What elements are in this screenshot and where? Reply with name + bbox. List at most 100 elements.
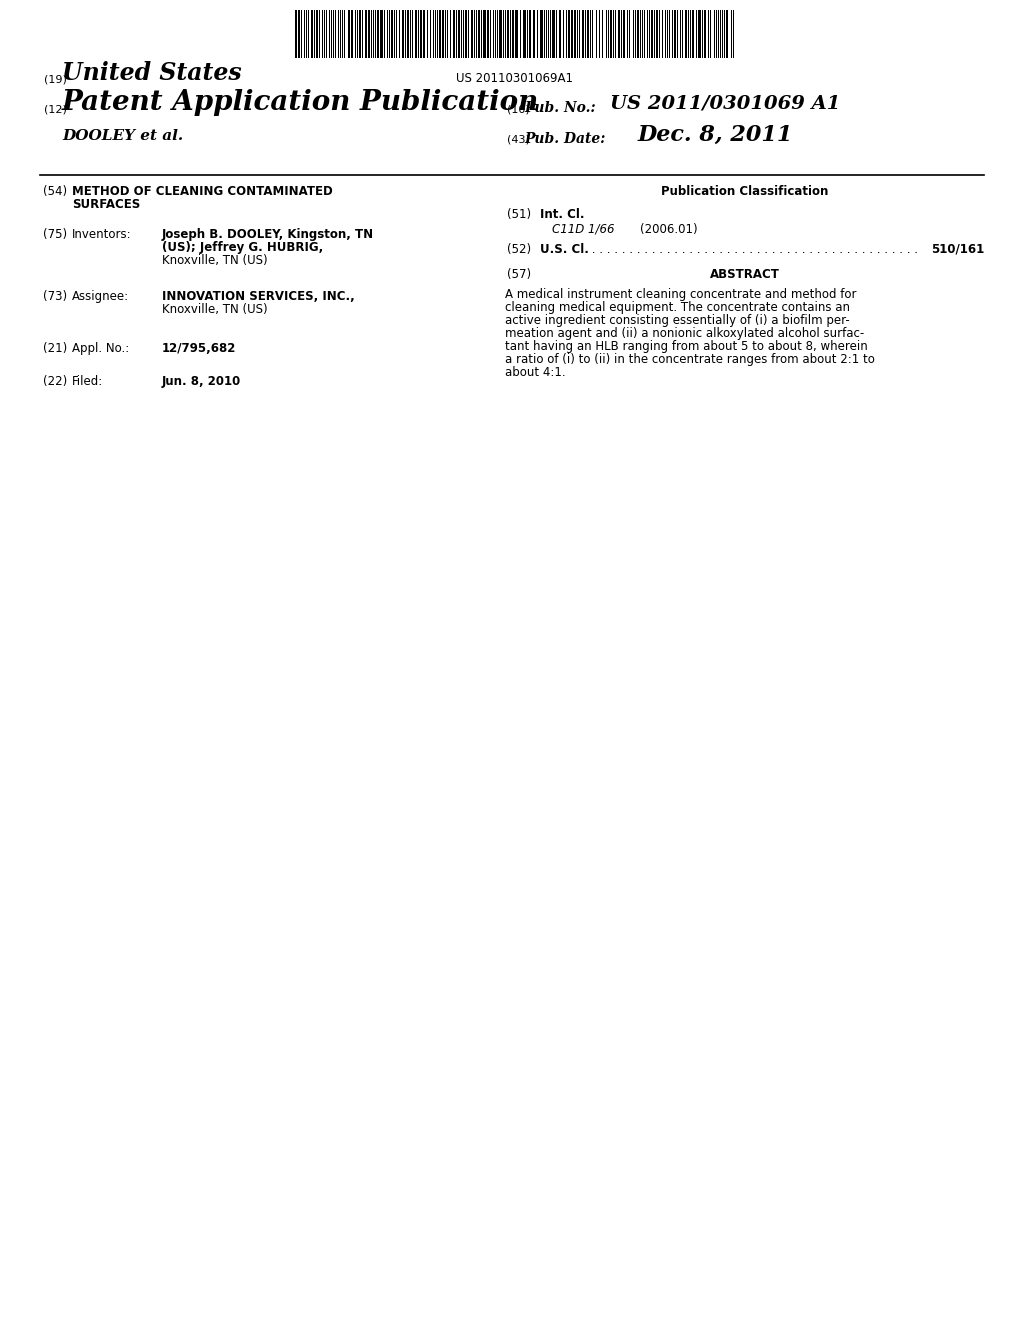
Text: A medical instrument cleaning concentrate and method for: A medical instrument cleaning concentrat… [505,288,856,301]
Bar [568,11,570,58]
Bar [377,11,379,58]
Bar [685,11,687,58]
Bar [683,11,685,58]
Bar [380,11,383,58]
Bar [706,11,708,58]
Bar [711,11,714,58]
Text: cleaning medical equipment. The concentrate contains an: cleaning medical equipment. The concentr… [505,301,850,314]
Bar [362,11,365,58]
Bar [630,11,633,58]
Text: (2006.01): (2006.01) [640,223,697,236]
Bar [531,11,534,58]
Text: Assignee:: Assignee: [72,290,129,304]
Text: (51): (51) [507,209,531,220]
Bar [603,11,606,58]
Bar [726,11,728,58]
Bar [465,11,467,58]
Text: Pub. No.:: Pub. No.: [524,102,596,115]
Bar [407,11,409,58]
Bar [309,11,311,58]
Text: Filed:: Filed: [72,375,103,388]
Text: Int. Cl.: Int. Cl. [540,209,585,220]
Bar [345,11,348,58]
Bar [616,11,618,58]
Bar [442,11,444,58]
Bar [453,11,455,58]
Bar [535,11,537,58]
Text: Knoxville, TN (US): Knoxville, TN (US) [162,253,267,267]
Text: DOOLEY et al.: DOOLEY et al. [62,129,183,143]
Bar [353,11,355,58]
Bar [651,11,653,58]
Bar [515,11,518,58]
Text: about 4:1.: about 4:1. [505,366,565,379]
Bar [637,11,639,58]
Text: meation agent and (ii) a nonionic alkoxylated alcohol surfac-: meation agent and (ii) a nonionic alkoxy… [505,327,864,341]
Text: (21): (21) [43,342,68,355]
Text: active ingredient consisting essentially of (i) a biofilm per-: active ingredient consisting essentially… [505,314,850,327]
Bar [538,11,540,58]
Bar [610,11,612,58]
Text: a ratio of (i) to (ii) in the concentrate ranges from about 2:1 to: a ratio of (i) to (ii) in the concentrat… [505,352,874,366]
Bar [618,11,620,58]
Bar [521,11,523,58]
Bar [431,11,433,58]
Bar [295,11,297,58]
Bar [499,11,502,58]
Bar [413,11,415,58]
Bar [593,11,596,58]
Bar [523,11,526,58]
Text: INNOVATION SERVICES, INC.,: INNOVATION SERVICES, INC., [162,290,354,304]
Bar [663,11,665,58]
Bar [656,11,658,58]
Text: Jun. 8, 2010: Jun. 8, 2010 [162,375,242,388]
Text: (US); Jeffrey G. HUBRIG,: (US); Jeffrey G. HUBRIG, [162,242,324,253]
Bar [451,11,453,58]
Text: SURFACES: SURFACES [72,198,140,211]
Bar [705,11,706,58]
Text: C11D 1/66: C11D 1/66 [552,223,614,236]
Text: US 20110301069A1: US 20110301069A1 [457,73,573,84]
Text: ABSTRACT: ABSTRACT [710,268,779,281]
Bar [698,11,701,58]
Bar [670,11,672,58]
Bar [512,11,514,58]
Text: Joseph B. DOOLEY, Kingston, TN: Joseph B. DOOLEY, Kingston, TN [162,228,374,242]
Text: Appl. No.:: Appl. No.: [72,342,129,355]
Bar [402,11,404,58]
Bar [420,11,422,58]
Bar [564,11,566,58]
Bar [678,11,680,58]
Text: (12): (12) [44,104,67,114]
Bar [449,11,450,58]
Bar [625,11,627,58]
Bar [415,11,417,58]
Text: U.S. Cl.: U.S. Cl. [540,243,589,256]
Bar [311,11,313,58]
Text: . . . . . . . . . . . . . . . . . . . . . . . . . . . . . . . . . . . . . . . . : . . . . . . . . . . . . . . . . . . . . … [588,243,918,256]
Bar [391,11,393,58]
Bar [728,11,731,58]
Bar [580,11,582,58]
Bar [557,11,559,58]
Text: United States: United States [62,61,242,84]
Text: (52): (52) [507,243,531,256]
Text: Patent Application Publication: Patent Application Publication [62,88,540,116]
Bar [423,11,425,58]
Bar [469,11,471,58]
Bar [400,11,402,58]
Bar [587,11,589,58]
Bar [692,11,694,58]
Bar [368,11,370,58]
Bar [507,11,509,58]
Text: 510/161: 510/161 [931,243,984,256]
Text: Inventors:: Inventors: [72,228,132,242]
Text: (22): (22) [43,375,68,388]
Text: US 2011/0301069 A1: US 2011/0301069 A1 [610,95,841,114]
Bar [351,11,353,58]
Text: Publication Classification: Publication Classification [660,185,828,198]
Text: (54): (54) [43,185,68,198]
Bar [674,11,676,58]
Bar [571,11,573,58]
Bar [385,11,387,58]
